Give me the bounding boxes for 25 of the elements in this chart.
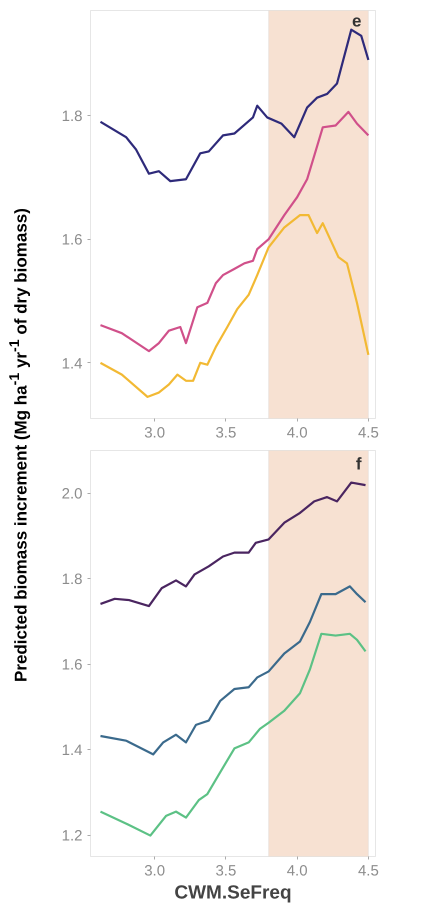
line-series (99, 110, 370, 352)
y-tick-label: 1.4 (62, 742, 83, 760)
chart-title: f (356, 454, 362, 474)
line-series (99, 481, 367, 608)
y-tick-label: 1.8 (62, 108, 83, 126)
x-tick-label: 3.5 (215, 862, 236, 880)
line-series (99, 28, 370, 182)
y-tick-label: 1.8 (62, 571, 83, 588)
line-series (99, 585, 367, 756)
y-tick-label: 1.2 (62, 828, 83, 845)
x-tick-label: 3.5 (215, 424, 236, 442)
chart-title: e (352, 12, 362, 30)
x-axis-title: CWM.SeFreq (174, 882, 292, 904)
y-tick-label: 1.6 (62, 232, 83, 249)
line-series (99, 632, 367, 837)
x-tick-label: 4.5 (358, 862, 379, 880)
y-tick-label: 2.0 (62, 486, 83, 503)
y-tick-label: 1.4 (62, 355, 83, 372)
x-tick-label: 3.0 (144, 862, 166, 880)
y-tick-label: 1.6 (62, 656, 83, 674)
x-tick-label: 4.0 (286, 862, 308, 880)
line-series (99, 214, 370, 398)
x-tick-label: 3.0 (144, 424, 166, 442)
x-tick-label: 4.5 (358, 424, 379, 442)
x-tick-label: 4.0 (286, 424, 308, 442)
